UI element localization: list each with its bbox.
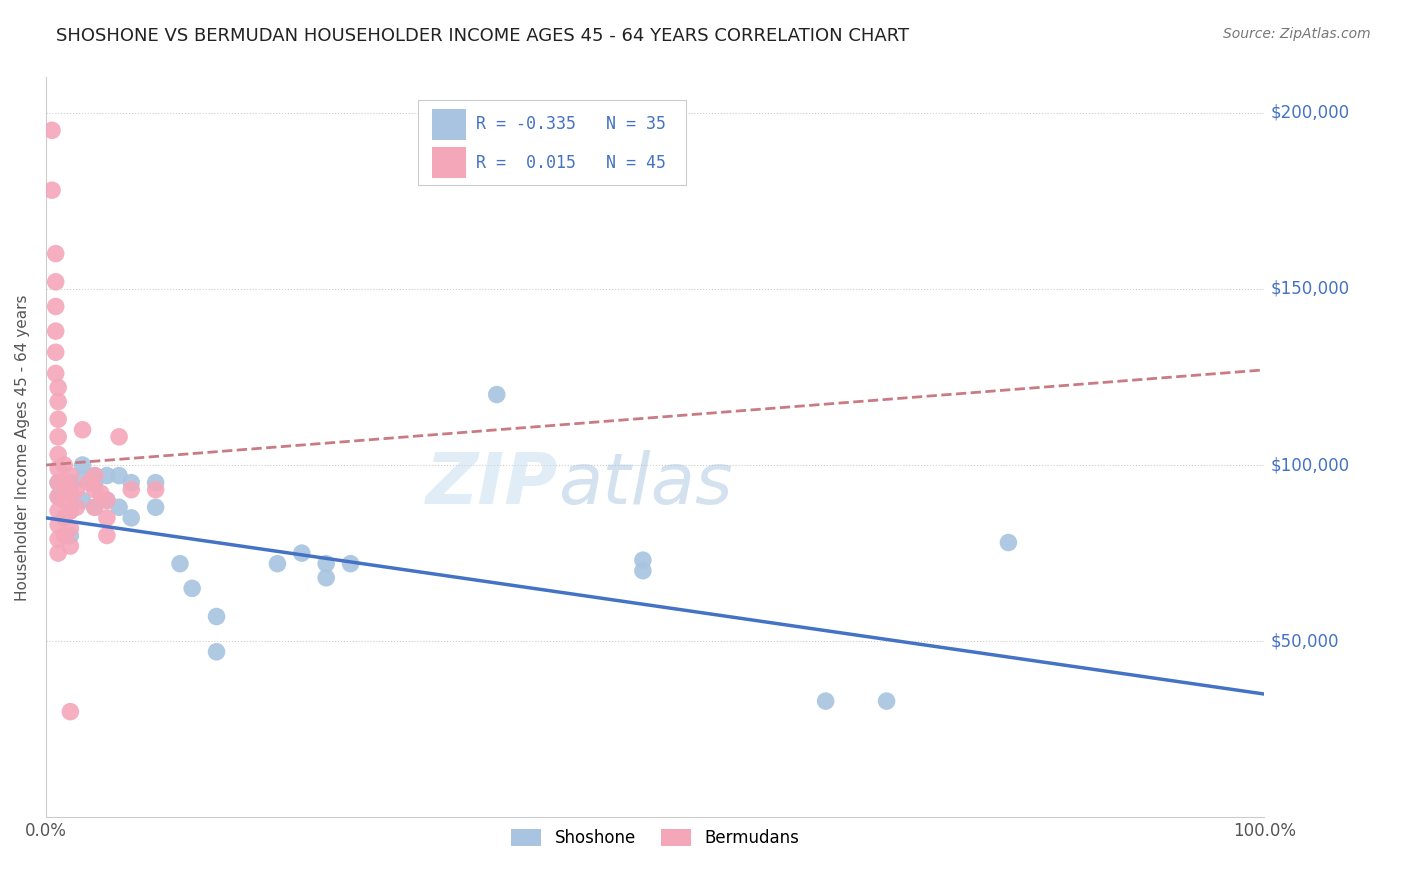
Point bbox=[96, 468, 118, 483]
Point bbox=[108, 500, 131, 515]
Point bbox=[59, 504, 82, 518]
Point bbox=[46, 380, 69, 394]
Text: $200,000: $200,000 bbox=[1271, 103, 1350, 121]
Point bbox=[181, 582, 204, 596]
Point bbox=[72, 458, 94, 472]
Text: Source: ZipAtlas.com: Source: ZipAtlas.com bbox=[1223, 27, 1371, 41]
Legend: Shoshone, Bermudans: Shoshone, Bermudans bbox=[505, 822, 806, 854]
Point bbox=[83, 500, 105, 515]
Point bbox=[145, 500, 167, 515]
Point bbox=[83, 500, 105, 515]
Point bbox=[41, 123, 63, 137]
Point bbox=[65, 500, 87, 515]
Point bbox=[46, 517, 69, 532]
Point bbox=[41, 183, 63, 197]
Point bbox=[46, 461, 69, 475]
Point bbox=[45, 246, 67, 260]
Point bbox=[46, 475, 69, 490]
Point bbox=[96, 528, 118, 542]
Point bbox=[120, 475, 142, 490]
Point bbox=[59, 705, 82, 719]
Point bbox=[83, 475, 105, 490]
Point bbox=[59, 483, 82, 497]
Bar bbox=[432, 147, 467, 178]
Point bbox=[72, 472, 94, 486]
Point bbox=[96, 493, 118, 508]
Point bbox=[120, 483, 142, 497]
Point bbox=[59, 468, 82, 483]
Point bbox=[83, 468, 105, 483]
Point bbox=[205, 609, 228, 624]
Text: R =  0.015   N = 45: R = 0.015 N = 45 bbox=[477, 153, 666, 171]
Point bbox=[45, 300, 67, 314]
Point bbox=[83, 483, 105, 497]
Point bbox=[53, 458, 76, 472]
Point bbox=[631, 564, 654, 578]
Point bbox=[315, 571, 337, 585]
Text: $150,000: $150,000 bbox=[1271, 280, 1350, 298]
Point bbox=[997, 535, 1019, 549]
Text: $50,000: $50,000 bbox=[1271, 632, 1339, 650]
Point bbox=[46, 504, 69, 518]
Point bbox=[59, 504, 82, 518]
Point bbox=[65, 483, 87, 497]
Point bbox=[46, 475, 69, 490]
Point bbox=[169, 557, 191, 571]
Point bbox=[59, 475, 82, 490]
Point bbox=[77, 475, 100, 490]
Point bbox=[90, 486, 112, 500]
Point bbox=[53, 528, 76, 542]
Text: $100,000: $100,000 bbox=[1271, 456, 1350, 474]
Point bbox=[72, 423, 94, 437]
Point bbox=[291, 546, 314, 560]
Point bbox=[59, 528, 82, 542]
Bar bbox=[432, 109, 467, 139]
Point bbox=[46, 490, 69, 504]
Text: R = -0.335   N = 35: R = -0.335 N = 35 bbox=[477, 115, 666, 133]
Text: atlas: atlas bbox=[558, 450, 733, 519]
Point bbox=[145, 475, 167, 490]
Point bbox=[46, 532, 69, 546]
Point bbox=[83, 468, 105, 483]
FancyBboxPatch shape bbox=[418, 100, 686, 185]
Point bbox=[96, 493, 118, 508]
Point bbox=[145, 483, 167, 497]
Point bbox=[59, 486, 82, 500]
Point bbox=[53, 511, 76, 525]
Point bbox=[53, 475, 76, 490]
Point bbox=[46, 447, 69, 461]
Point bbox=[205, 645, 228, 659]
Point bbox=[46, 490, 69, 504]
Text: SHOSHONE VS BERMUDAN HOUSEHOLDER INCOME AGES 45 - 64 YEARS CORRELATION CHART: SHOSHONE VS BERMUDAN HOUSEHOLDER INCOME … bbox=[56, 27, 910, 45]
Point bbox=[108, 468, 131, 483]
Point bbox=[46, 412, 69, 426]
Point bbox=[59, 521, 82, 535]
Y-axis label: Householder Income Ages 45 - 64 years: Householder Income Ages 45 - 64 years bbox=[15, 294, 30, 600]
Point bbox=[96, 511, 118, 525]
Point bbox=[339, 557, 361, 571]
Point bbox=[45, 345, 67, 359]
Point bbox=[45, 324, 67, 338]
Point bbox=[72, 493, 94, 508]
Point bbox=[46, 546, 69, 560]
Point bbox=[46, 430, 69, 444]
Point bbox=[315, 557, 337, 571]
Point bbox=[485, 387, 508, 401]
Point bbox=[108, 430, 131, 444]
Point bbox=[45, 275, 67, 289]
Point bbox=[876, 694, 898, 708]
Point bbox=[53, 493, 76, 508]
Point bbox=[814, 694, 837, 708]
Point bbox=[45, 367, 67, 381]
Text: ZIP: ZIP bbox=[426, 450, 558, 519]
Point bbox=[266, 557, 288, 571]
Point bbox=[120, 511, 142, 525]
Point bbox=[59, 539, 82, 553]
Point bbox=[46, 394, 69, 409]
Point bbox=[631, 553, 654, 567]
